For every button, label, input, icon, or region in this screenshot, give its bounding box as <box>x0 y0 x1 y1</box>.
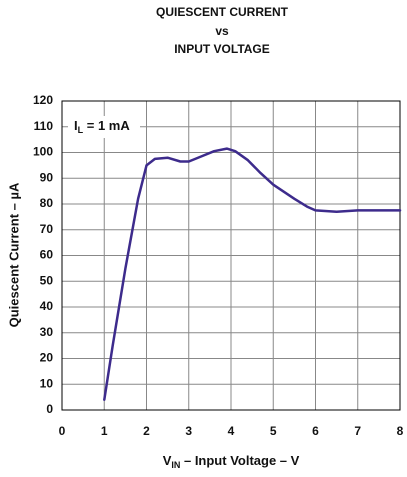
x-tick-label: 6 <box>312 424 319 438</box>
x-tick-label: 5 <box>270 424 277 438</box>
annotation-text: = 1 mA <box>83 118 130 133</box>
y-tick-label: 60 <box>40 248 54 262</box>
x-tick-label: 8 <box>397 424 404 438</box>
y-axis-label: Quiescent Current – µA <box>6 182 21 327</box>
x-tick-label: 2 <box>143 424 150 438</box>
y-tick-label: 30 <box>40 325 54 339</box>
x-tick-label: 7 <box>354 424 361 438</box>
y-tick-label: 40 <box>40 299 54 313</box>
y-tick-label: 20 <box>40 351 54 365</box>
chart-title: QUIESCENT CURRENT <box>156 5 289 19</box>
y-tick-label: 90 <box>40 170 54 184</box>
x-label-text: V <box>163 453 172 468</box>
plot-frame <box>61 100 401 411</box>
annotation: IL = 1 mA <box>74 118 130 135</box>
x-label-text: – Input Voltage – V <box>180 453 299 468</box>
y-tick-label: 0 <box>46 402 53 416</box>
y-tick-label: 10 <box>40 376 54 390</box>
x-tick-label: 4 <box>228 424 235 438</box>
y-tick-label: 80 <box>40 196 54 210</box>
annotation-bg <box>68 116 140 138</box>
x-label-sub: IN <box>171 460 180 470</box>
chart-title: vs <box>215 24 229 38</box>
y-tick-label: 120 <box>33 93 53 107</box>
x-tick-label: 3 <box>185 424 192 438</box>
x-tick-label: 1 <box>101 424 108 438</box>
y-tick-label: 110 <box>34 119 54 133</box>
annotation-sub: L <box>78 125 84 135</box>
data-line <box>103 147 402 401</box>
x-tick-label: 0 <box>59 424 66 438</box>
annotation-text: I <box>74 118 78 133</box>
y-tick-label: 70 <box>40 222 54 236</box>
chart-title: INPUT VOLTAGE <box>174 42 270 56</box>
y-tick-label: 100 <box>33 145 53 159</box>
y-tick-label: 50 <box>40 273 54 287</box>
x-axis-label: VIN – Input Voltage – V <box>163 453 300 470</box>
